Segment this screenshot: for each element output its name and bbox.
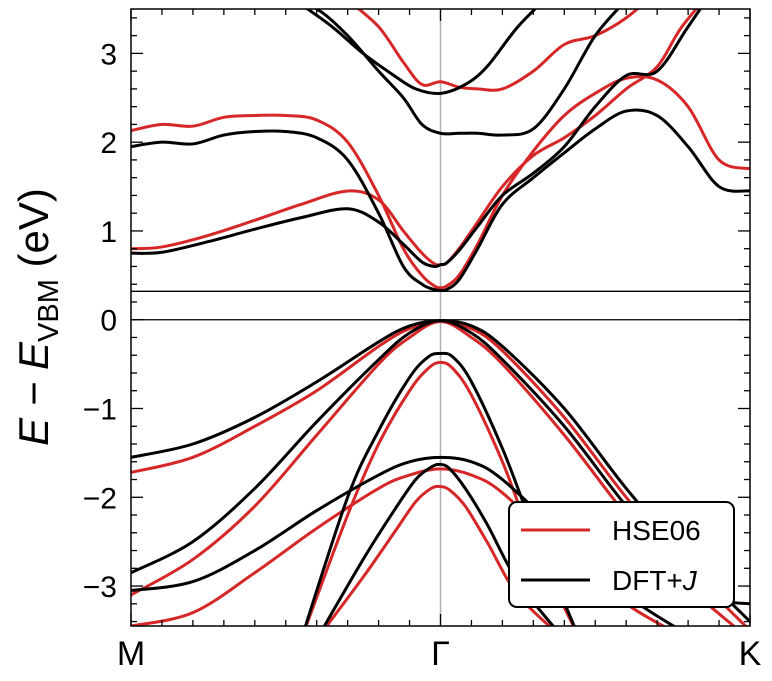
series-dftj-v5 (322, 462, 556, 626)
y-tick-label: 1 (100, 216, 117, 249)
y-tick-label: 0 (100, 305, 117, 338)
y-tick-label: 3 (100, 38, 117, 71)
axis-ticks (130, 9, 751, 626)
series-dftj-c2 (131, 108, 750, 293)
y-tick-labels: −3 −2 −1 0 1 2 3 (83, 38, 117, 604)
x-tick-label: M (117, 635, 145, 673)
y-tick-label: −2 (83, 482, 117, 515)
legend-label-dftj-main: DFT+ (612, 565, 683, 596)
x-tick-label: Γ (431, 635, 450, 673)
plot-frame (130, 8, 751, 627)
series-hse06-c2 (131, 75, 750, 290)
y-axis-title-main: E − E (10, 341, 57, 446)
y-axis-title: E − EVBM (eV) (10, 188, 65, 446)
legend-label-dftj: DFT+J (612, 565, 698, 596)
legend: HSE06 DFT+J (508, 501, 735, 608)
series-hse06-v5 (324, 484, 552, 626)
series-dftj-v2 (131, 319, 750, 624)
legend-label-hse06: HSE06 (612, 515, 701, 546)
y-tick-label: 2 (100, 127, 117, 160)
band-lines (131, 9, 750, 626)
x-tick-label: K (739, 635, 762, 673)
y-tick-label: −3 (83, 571, 117, 604)
series-dftj-c4 (304, 9, 538, 95)
y-tick-label: −1 (83, 393, 117, 426)
y-axis-title-sub: VBM (33, 279, 65, 342)
series-dftj-v3 (303, 351, 576, 626)
series-dftj-c3 (313, 9, 620, 137)
legend-label-dftj-italic: J (682, 565, 698, 596)
series-dftj-c1 (131, 9, 703, 269)
y-axis-title-unit: (eV) (10, 188, 57, 279)
